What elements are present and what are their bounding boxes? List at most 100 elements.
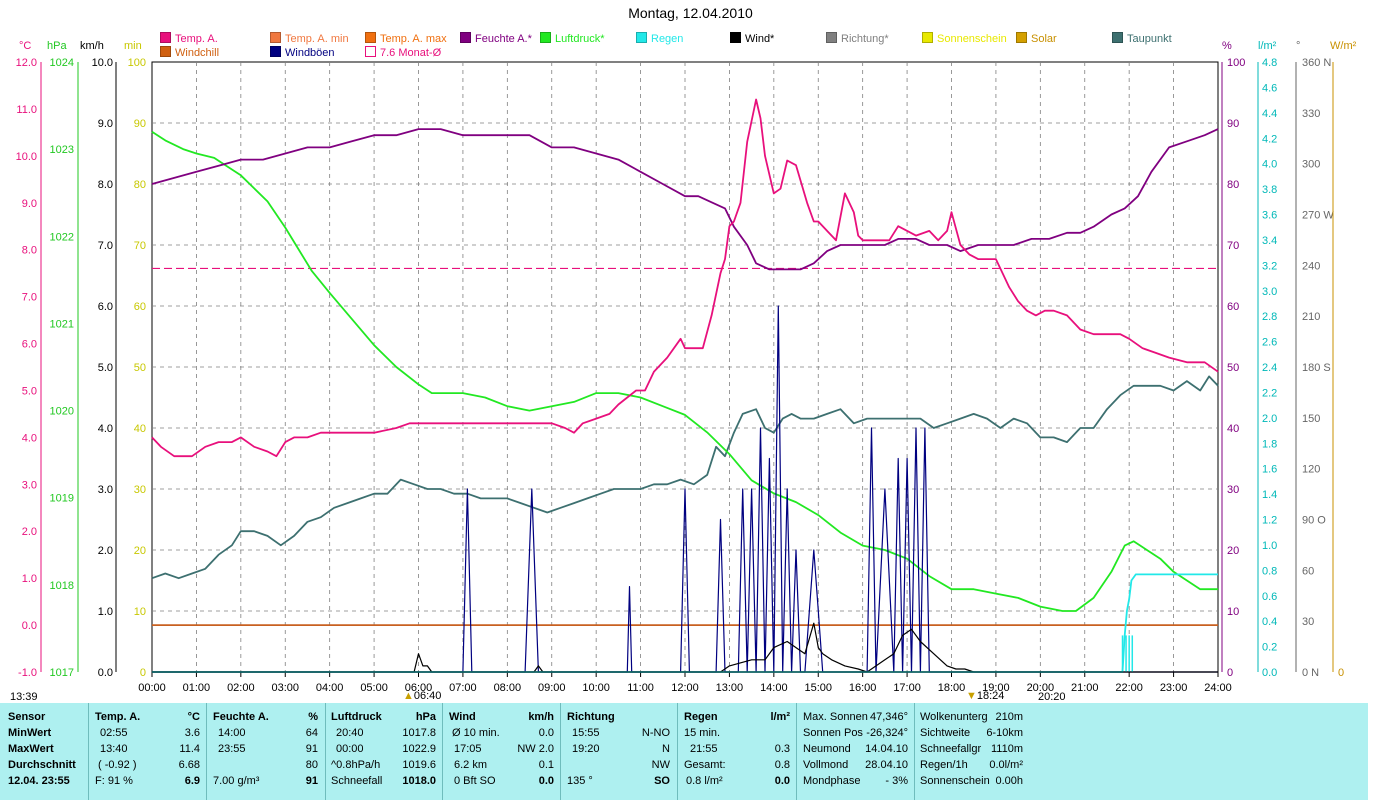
rain-tick-label: 2.2 (1262, 387, 1277, 399)
press-unit: hPa (415, 711, 436, 723)
temp-tick-label: 10.0 (16, 151, 37, 163)
temp-avg-extra: ( -0.92 ) (98, 759, 137, 771)
x-tick-label: 12:00 (671, 682, 699, 694)
wind-tick-label: 10.0 (92, 57, 113, 69)
direction-tick-label: 0 N (1302, 667, 1319, 679)
temp-current-extra: F: 91 % (95, 775, 133, 787)
cloudbase-value: 210m (995, 711, 1023, 723)
rain1h-value: 0.0l/m² (989, 759, 1023, 771)
min-tick-label: 80 (134, 179, 146, 191)
row-label-sensor: Sensor (8, 711, 46, 723)
x-tick-label: 24:00 (1204, 682, 1232, 694)
legend-item: Feuchte A.* (460, 32, 532, 45)
press-head: Luftdruck (331, 711, 382, 723)
legend-item: Taupunkt (1112, 32, 1172, 45)
press-avg-value: 1019.6 (402, 759, 436, 771)
temp-tick-label: 1.0 (22, 573, 37, 585)
hum-head: Feuchte A. (213, 711, 269, 723)
x-tick-label: 03:00 (271, 682, 299, 694)
temp-max-value: 11.4 (179, 743, 200, 755)
legend-swatch (730, 32, 741, 43)
rain-tick-label: 0.8 (1262, 565, 1277, 577)
legend-item: Solar (1016, 32, 1057, 45)
stats-panel: Sensor MinWert MaxWert Durchschnitt 12.0… (0, 703, 1368, 800)
min-tick-label: 0 (140, 667, 146, 679)
series-line (151, 130, 1218, 612)
legend-label: Windböen (285, 47, 335, 59)
pressure-tick-label: 1020 (50, 406, 74, 418)
hum-avg-value: 80 (305, 759, 318, 771)
series-line (152, 305, 1218, 673)
sunrise-time: 06:40 (413, 690, 442, 702)
x-tick-label: 19:00 (982, 682, 1010, 694)
legend-item: Regen (636, 32, 683, 45)
press-max-value: 1022.9 (402, 743, 436, 755)
wind-avg10-label: Ø 10 min. (452, 727, 500, 739)
temp-tick-label: 6.0 (22, 339, 37, 351)
fullmoon-label: Vollmond (803, 759, 849, 771)
wind-distance: 6.2 km (454, 759, 488, 771)
humidity-tick-label: 20 (1227, 545, 1239, 557)
legend-item: Temp. A. max (365, 32, 447, 45)
legend-swatch (1016, 32, 1027, 43)
wind-bft: 0 Bft SO (454, 775, 496, 787)
dir-head: Richtung (567, 711, 615, 723)
pressure-tick-label: 1017 (50, 667, 74, 679)
press-min-value: 1017.8 (402, 727, 436, 739)
wind-max-time: 17:05 (454, 743, 482, 755)
x-tick-label: 09:00 (538, 682, 566, 694)
unit-hpa: hPa (47, 40, 67, 52)
rain-tick-label: 3.0 (1262, 286, 1277, 298)
wind-tick-label: 1.0 (98, 606, 113, 618)
rain-tick-label: 3.8 (1262, 184, 1277, 196)
rain-tick-label: 3.2 (1262, 260, 1277, 272)
x-tick-label: 20:00 (1027, 682, 1055, 694)
direction-tick-label: 360 N (1302, 57, 1331, 69)
rain-tick-label: 2.0 (1262, 413, 1277, 425)
legend-label: Feuchte A.* (475, 33, 532, 45)
press-max-time: 00:00 (336, 743, 364, 755)
dir-r1-value: N-NO (641, 727, 670, 739)
hum-min-time: 14:00 (218, 727, 246, 739)
legend-item: Sonnenschein (922, 32, 1007, 45)
legend-swatch (365, 46, 376, 57)
legend-swatch (270, 32, 281, 43)
humidity-tick-label: 80 (1227, 179, 1239, 191)
temp-min-value: 3.6 (184, 727, 200, 739)
legend-swatch (540, 32, 551, 43)
dir-current-value: SO (654, 775, 670, 787)
sun-max-label: Max. Sonnen (803, 711, 868, 723)
series-line (151, 98, 1219, 458)
sunset-icon: ▼ (966, 690, 977, 702)
wind-tick-label: 0.0 (98, 667, 113, 679)
legend-label: Solar (1031, 33, 1057, 45)
humidity-tick-label: 60 (1227, 301, 1239, 313)
wind-tick-label: 4.0 (98, 423, 113, 435)
sun-pos-label: Sonnen Pos (803, 727, 863, 739)
x-tick-label: 22:00 (1115, 682, 1143, 694)
legend-item: Temp. A. (160, 32, 218, 45)
rain-tick-label: 2.6 (1262, 337, 1277, 349)
humidity-tick-label: 70 (1227, 240, 1239, 252)
sunrise-icon: ▲ (403, 690, 414, 702)
rain-tick-label: 1.4 (1262, 489, 1277, 501)
rain-tick-label: 0.2 (1262, 642, 1277, 654)
unit-lm2: l/m² (1258, 40, 1277, 52)
rain-current-extra: 0.8 l/m² (686, 775, 723, 787)
temp-tick-label: -1.0 (18, 667, 37, 679)
rain-tick-label: 2.8 (1262, 311, 1277, 323)
rain-tick-label: 1.2 (1262, 515, 1277, 527)
min-tick-label: 20 (134, 545, 146, 557)
legend-label: 7.6 Monat-Ø (380, 47, 442, 59)
min-tick-label: 10 (134, 606, 146, 618)
row-label-avg: Durchschnitt (8, 759, 76, 771)
legend-label: Luftdruck* (555, 33, 605, 45)
x-tick-label: 21:00 (1071, 682, 1099, 694)
wind-current-value: 0.0 (538, 775, 554, 787)
wind-tick-label: 5.0 (98, 362, 113, 374)
rain-tick-label: 1.6 (1262, 464, 1277, 476)
press-avg-extra: ^0.8hPa/h (331, 759, 381, 771)
legend-label: Regen (651, 33, 684, 45)
humidity-tick-label: 50 (1227, 362, 1239, 374)
x-tick-label: 17:00 (893, 682, 921, 694)
